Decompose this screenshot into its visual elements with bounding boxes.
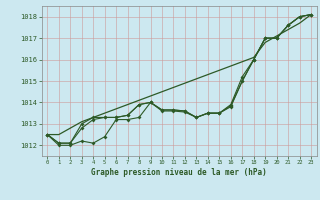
X-axis label: Graphe pression niveau de la mer (hPa): Graphe pression niveau de la mer (hPa) — [91, 168, 267, 177]
